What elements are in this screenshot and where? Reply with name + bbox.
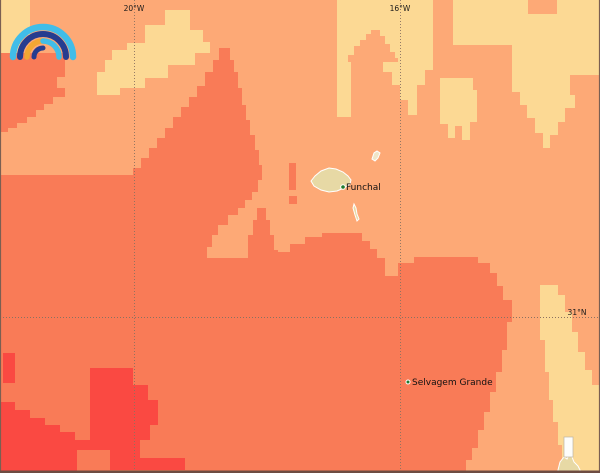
porto-santo-island (371, 150, 381, 162)
funchal-marker[interactable] (340, 184, 346, 190)
bottomright-label-box (563, 436, 574, 458)
grid-label-20w: 20°W (124, 4, 145, 13)
shade-cool-blob-triangle (512, 58, 575, 148)
shade-base-peak (348, 30, 398, 62)
selvagem-grande-label: Selvagem Grande (412, 378, 493, 388)
funchal-label: Funchal (346, 183, 381, 193)
shade-cool-topleft-corner (0, 0, 30, 55)
selvagem-grande-marker[interactable] (405, 379, 411, 385)
grid-label-31n: 31°N (568, 308, 587, 317)
shade-hot-bottomleft (0, 368, 185, 473)
logo-arc-inner-lightblue (40, 38, 62, 60)
shade-cool-blob-owl (440, 78, 477, 140)
shade-cool-block-left (97, 10, 210, 95)
logo-arc-inner-navy (31, 45, 46, 60)
bottomright-island (557, 454, 581, 473)
logo-arc-navy (17, 31, 69, 60)
shade-cool-top-band-right (453, 0, 600, 75)
shade-warm-main-mass (0, 48, 512, 473)
grid-label-16w: 16°W (390, 4, 411, 13)
shade-base-notch-top (528, 0, 557, 14)
shade-warm-exclamation-bar (289, 163, 296, 190)
logo-arc-outer-lightblue (9, 23, 77, 61)
shade-warm-exclamation-dot (289, 196, 297, 204)
shade-hot-speck (3, 353, 15, 383)
rainbow-weather-logo[interactable] (9, 23, 77, 61)
desertas-island (352, 202, 360, 222)
shade-warm-blob-topleft (0, 53, 65, 132)
shade-cool-bottomright (540, 285, 600, 473)
